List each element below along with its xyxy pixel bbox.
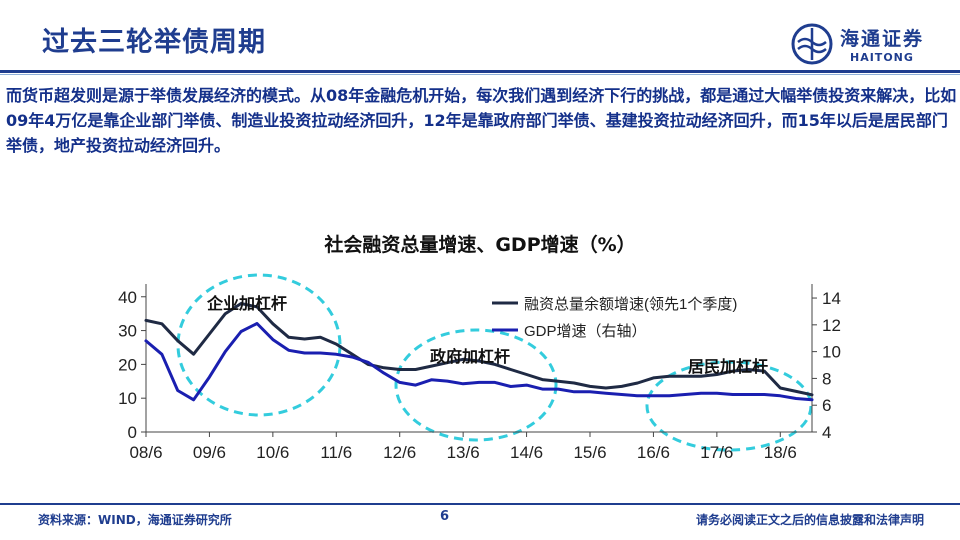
- line-chart: 0 10 20 30 40 4 6 8 10 12 14 08/6 09/6 10/6 11/6 12/6 13…: [118, 273, 841, 462]
- legend-label-2: GDP增速（右轴）: [524, 323, 647, 340]
- series-line-1: [144, 302, 814, 397]
- legend-label-1: 融资总量余额增速(领先1个季度): [524, 295, 737, 313]
- footer-source: 资料来源：WIND，海通证券研究所: [38, 513, 232, 527]
- y-right-tick-label: 12: [822, 316, 841, 335]
- x-tick-label: 09/6: [193, 443, 226, 462]
- y-left-tick-label: 10: [118, 389, 137, 408]
- y-left-tick-label: 0: [128, 423, 137, 442]
- chart-annotation-2: 政府加杠杆: [430, 347, 510, 366]
- x-tick-label: 11/6: [320, 443, 352, 462]
- page-number: 6: [440, 509, 450, 524]
- x-tick-label: 08/6: [129, 443, 162, 462]
- title-divider: [0, 70, 960, 73]
- x-tick-label: 12/6: [383, 443, 416, 462]
- footer-disclaimer: 请务必阅读正文之后的信息披露和法律声明: [695, 513, 924, 527]
- y-right-tick-label: 8: [822, 369, 831, 388]
- company-logo: 海通证券 HAITONG: [788, 18, 938, 72]
- intro-paragraph: 而货币超发则是源于举债发展经济的模式。从08年金融危机开始，每次我们遇到经济下行…: [6, 86, 957, 155]
- x-tick-label: 18/6: [764, 443, 797, 462]
- y-right-tick-label: 10: [822, 343, 841, 362]
- chart-title: 社会融资总量增速、GDP增速（%）: [324, 234, 636, 256]
- y-left-tick-label: 20: [118, 355, 137, 374]
- highlight-ellipse-government: [394, 328, 558, 442]
- logo-text-en: HAITONG: [850, 51, 914, 64]
- footer-divider: [0, 503, 960, 505]
- chart-annotation-3: 居民加杠杆: [688, 357, 768, 376]
- slide-title: 过去三轮举债周期: [42, 27, 266, 58]
- y-right-tick-label: 6: [822, 396, 831, 415]
- y-left-tick-label: 30: [118, 322, 137, 341]
- title-divider-thin: [0, 74, 960, 75]
- x-tick-label: 17/6: [700, 443, 733, 462]
- x-tick-label: 14/6: [510, 443, 543, 462]
- chart-annotation-1: 企业加杠杆: [206, 294, 287, 313]
- logo-text-cn: 海通证券: [840, 28, 925, 50]
- x-tick-label: 13/6: [447, 443, 480, 462]
- haitong-emblem-icon: [791, 23, 833, 65]
- y-right-tick-label: 14: [822, 289, 841, 308]
- y-right-tick-label: 4: [822, 423, 831, 442]
- series-line-2: [144, 322, 814, 402]
- highlight-ellipse-household: [645, 360, 813, 452]
- x-tick-label: 15/6: [573, 443, 606, 462]
- x-tick-label: 16/6: [637, 443, 670, 462]
- x-tick-label: 10/6: [256, 443, 289, 462]
- y-left-tick-label: 40: [118, 288, 137, 307]
